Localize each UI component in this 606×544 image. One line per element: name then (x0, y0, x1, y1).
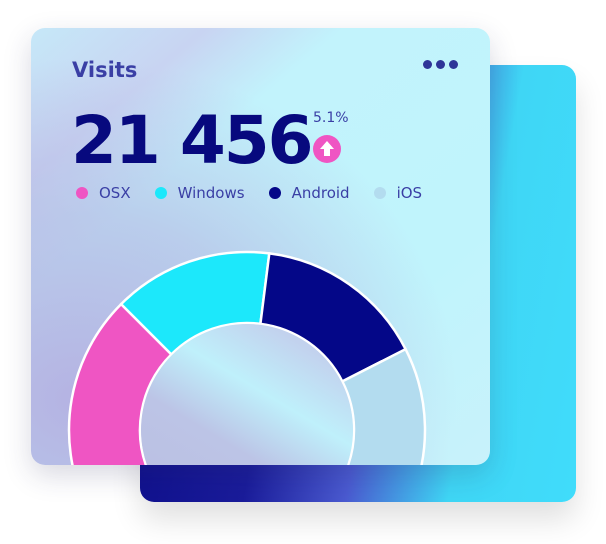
legend-item-osx: OSX (76, 184, 131, 202)
arrow-up-icon (313, 135, 341, 163)
donut-inner-hole (141, 324, 353, 465)
legend-label: OSX (99, 184, 131, 202)
half-donut-chart (67, 250, 427, 465)
total-visits: 21 456 (71, 102, 314, 179)
legend-label: iOS (396, 184, 423, 202)
change-percent: 5.1% (313, 110, 349, 126)
legend-label: Windows (177, 184, 245, 202)
legend-dot (154, 187, 167, 199)
legend-item-android: Android (268, 184, 350, 202)
donut-segment-ios (340, 347, 427, 465)
legend-label: Android (291, 184, 350, 202)
dot (449, 60, 458, 69)
legend-dot (373, 187, 386, 199)
more-horizontal-icon (423, 60, 432, 69)
more-menu-button[interactable] (423, 60, 458, 69)
legend-dot (76, 187, 88, 199)
visits-card: Visits 21 456 5.1% OSX Windows Android i… (31, 28, 490, 465)
legend: OSX Windows Android iOS (76, 184, 446, 202)
legend-dot (268, 187, 281, 199)
legend-item-windows: Windows (154, 184, 245, 202)
legend-item-ios: iOS (373, 184, 423, 202)
dot (436, 60, 445, 69)
card-title: Visits (72, 58, 138, 82)
